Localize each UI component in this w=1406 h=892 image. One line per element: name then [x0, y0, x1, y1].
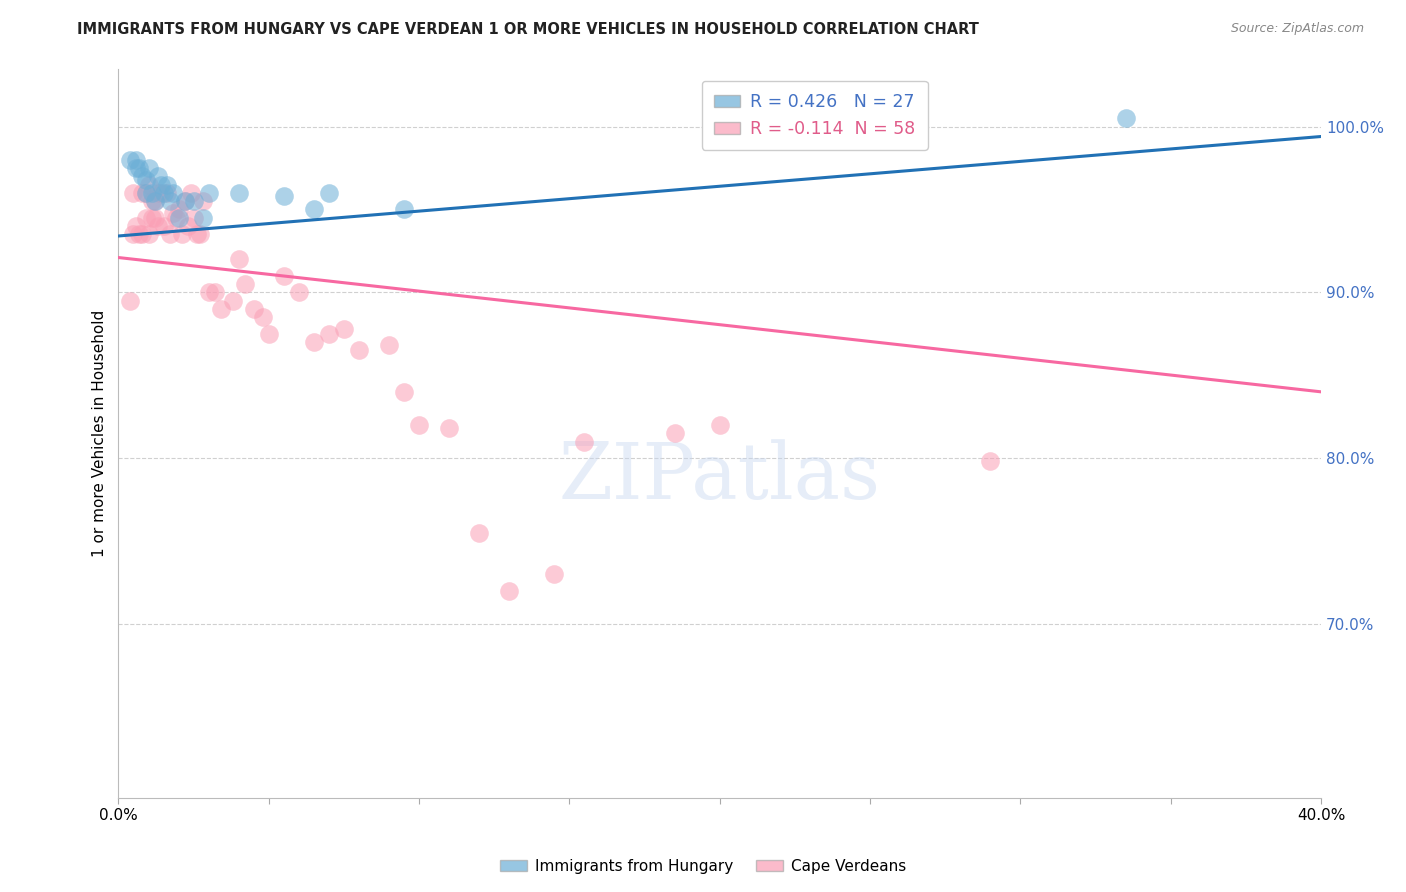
Point: [392, 202, 415, 217]
Point: [152, 186, 174, 200]
Legend: Immigrants from Hungary, Cape Verdeans: Immigrants from Hungary, Cape Verdeans: [494, 853, 912, 880]
Point: [333, 322, 356, 336]
Point: [143, 211, 166, 225]
Point: [204, 285, 226, 300]
Point: [302, 335, 325, 350]
Point: [183, 194, 205, 209]
Point: [122, 227, 145, 242]
Point: [191, 194, 214, 209]
Point: [180, 186, 202, 200]
Point: [134, 211, 156, 225]
Point: [318, 326, 340, 341]
Point: [155, 178, 177, 192]
Point: [159, 194, 181, 209]
Point: [176, 219, 198, 233]
Point: [197, 186, 219, 200]
Y-axis label: 1 or more Vehicles in Household: 1 or more Vehicles in Household: [93, 310, 107, 557]
Point: [543, 567, 565, 582]
Point: [252, 310, 274, 325]
Point: [131, 169, 153, 184]
Point: [146, 219, 169, 233]
Point: [146, 186, 169, 200]
Point: [128, 227, 150, 242]
Point: [197, 285, 219, 300]
Legend: R = 0.426   N = 27, R = -0.114  N = 58: R = 0.426 N = 27, R = -0.114 N = 58: [702, 81, 928, 150]
Point: [664, 426, 686, 441]
Point: [131, 227, 153, 242]
Point: [125, 153, 148, 167]
Point: [120, 293, 142, 308]
Point: [233, 277, 256, 291]
Point: [125, 219, 148, 233]
Text: ZIPatlas: ZIPatlas: [558, 439, 880, 515]
Point: [141, 211, 163, 225]
Point: [318, 186, 340, 200]
Point: [138, 161, 160, 175]
Point: [155, 186, 177, 200]
Point: [122, 186, 145, 200]
Point: [141, 194, 163, 209]
Point: [347, 343, 370, 358]
Point: [468, 525, 491, 540]
Point: [149, 186, 172, 200]
Text: Source: ZipAtlas.com: Source: ZipAtlas.com: [1230, 22, 1364, 36]
Point: [273, 268, 295, 283]
Point: [437, 421, 460, 435]
Point: [165, 211, 187, 225]
Point: [170, 227, 193, 242]
Point: [392, 384, 415, 399]
Point: [183, 211, 205, 225]
Point: [186, 227, 208, 242]
Point: [288, 285, 311, 300]
Point: [209, 301, 232, 316]
Point: [378, 338, 401, 352]
Point: [222, 293, 245, 308]
Point: [191, 211, 214, 225]
Point: [162, 186, 184, 200]
Point: [498, 583, 520, 598]
Point: [257, 326, 280, 341]
Point: [152, 219, 174, 233]
Point: [138, 178, 160, 192]
Point: [159, 227, 181, 242]
Point: [167, 202, 190, 217]
Point: [979, 454, 1001, 468]
Point: [141, 186, 163, 200]
Point: [709, 417, 731, 432]
Point: [302, 202, 325, 217]
Point: [574, 434, 596, 449]
Point: [125, 161, 148, 175]
Point: [120, 153, 142, 167]
Point: [228, 252, 250, 267]
Point: [138, 227, 160, 242]
Point: [128, 161, 150, 175]
Point: [408, 417, 430, 432]
Point: [173, 194, 195, 209]
Point: [146, 169, 169, 184]
Point: [131, 186, 153, 200]
Point: [1115, 112, 1137, 126]
Point: [134, 172, 156, 186]
Point: [149, 178, 172, 192]
Point: [242, 301, 264, 316]
Point: [162, 206, 184, 220]
Point: [273, 189, 295, 203]
Point: [167, 211, 190, 225]
Point: [134, 186, 156, 200]
Text: IMMIGRANTS FROM HUNGARY VS CAPE VERDEAN 1 OR MORE VEHICLES IN HOUSEHOLD CORRELAT: IMMIGRANTS FROM HUNGARY VS CAPE VERDEAN …: [77, 22, 979, 37]
Point: [134, 186, 156, 200]
Point: [143, 194, 166, 209]
Point: [173, 194, 195, 209]
Point: [143, 194, 166, 209]
Point: [188, 227, 211, 242]
Point: [228, 186, 250, 200]
